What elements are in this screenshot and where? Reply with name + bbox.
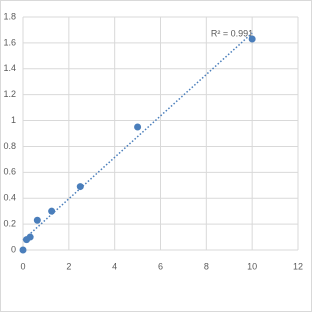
y-tick-label: 0.6 <box>3 167 16 177</box>
x-tick-label: 8 <box>204 261 209 271</box>
chart-border <box>0 0 312 312</box>
trendline <box>22 32 253 241</box>
y-tick-label: 0.2 <box>3 218 16 228</box>
point <box>48 207 56 215</box>
y-tick-label: 0 <box>11 244 16 254</box>
chart: R² = 0.991 0 0.2 0.4 0.6 0.8 1 1.2 1.4 1.6 1.8 0 2 4… <box>0 0 312 312</box>
point <box>19 246 27 254</box>
y-tick-label: 0.8 <box>3 141 16 151</box>
x-tick-label: 4 <box>112 261 117 271</box>
y-tick-label: 1 <box>11 115 16 125</box>
x-tick-label: 0 <box>20 261 25 271</box>
point <box>33 216 41 224</box>
point <box>26 233 34 241</box>
y-tick-label: 1.8 <box>3 11 16 21</box>
y-tick-label: 1.2 <box>3 89 16 99</box>
y-tick-label: 1.6 <box>3 37 16 47</box>
x-tick-label: 2 <box>66 261 71 271</box>
x-tick-label: 10 <box>247 261 257 271</box>
x-tick-label: 6 <box>158 261 163 271</box>
point <box>248 35 256 43</box>
y-tick-label: 1.4 <box>3 63 16 73</box>
y-tick-label: 0.4 <box>3 193 16 203</box>
annotation: R² = 0.991 <box>211 28 253 38</box>
point <box>134 123 142 131</box>
x-tick-label: 12 <box>293 261 303 271</box>
point <box>76 183 84 191</box>
